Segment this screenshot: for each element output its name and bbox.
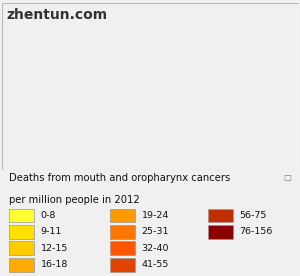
Text: per million people in 2012: per million people in 2012 [9,195,140,205]
FancyBboxPatch shape [9,258,34,272]
Text: 0-8: 0-8 [41,211,56,220]
Text: □: □ [283,173,291,182]
Text: 12-15: 12-15 [41,244,68,253]
Text: Deaths from mouth and oropharynx cancers: Deaths from mouth and oropharynx cancers [9,173,230,183]
FancyBboxPatch shape [110,258,135,272]
FancyBboxPatch shape [9,242,34,255]
FancyBboxPatch shape [110,209,135,222]
FancyBboxPatch shape [9,209,34,222]
Text: 56-75: 56-75 [240,211,267,220]
Text: 32-40: 32-40 [142,244,169,253]
FancyBboxPatch shape [110,225,135,239]
Text: 76-156: 76-156 [240,227,273,237]
Text: 16-18: 16-18 [41,260,68,269]
FancyBboxPatch shape [208,209,233,222]
Text: 25-31: 25-31 [142,227,169,237]
Bar [2,3,298,170]
Text: zhentun.com: zhentun.com [6,8,107,22]
FancyBboxPatch shape [110,242,135,255]
FancyBboxPatch shape [9,225,34,239]
FancyBboxPatch shape [208,225,233,239]
Text: 19-24: 19-24 [142,211,169,220]
Text: 9-11: 9-11 [41,227,62,237]
Text: 41-55: 41-55 [142,260,169,269]
